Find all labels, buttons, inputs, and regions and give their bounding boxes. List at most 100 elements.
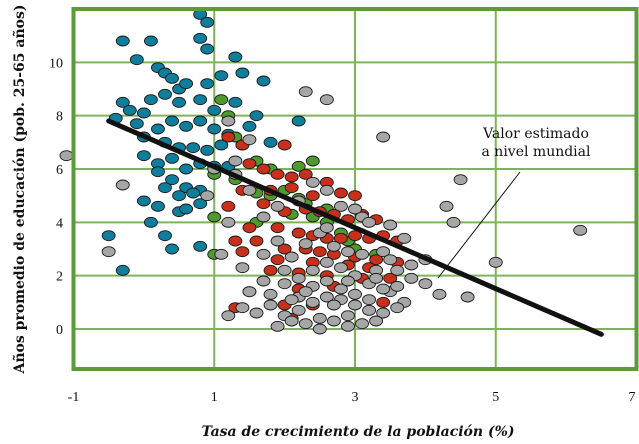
data-point-blue [165, 72, 179, 84]
data-point-gray [256, 248, 271, 260]
data-point-red [284, 171, 299, 183]
data-point-red [221, 200, 236, 212]
data-point-red [263, 264, 278, 276]
data-point-blue [179, 203, 194, 215]
data-point-blue [179, 78, 194, 90]
data-point-gray [256, 275, 271, 287]
data-point-gray [200, 190, 215, 202]
data-point-gray [326, 315, 341, 327]
data-point-red [277, 243, 292, 255]
data-point-gray [355, 248, 369, 260]
data-point-gray [242, 184, 257, 196]
data-point-blue [165, 174, 179, 186]
data-point-blue [200, 78, 215, 90]
x-tick-label: 1 [211, 390, 218, 405]
data-point-red [256, 163, 271, 175]
data-point-gray [319, 94, 334, 106]
data-point-red [305, 190, 320, 202]
data-point-blue [256, 75, 271, 87]
data-point-gray [319, 291, 334, 303]
data-point-blue [228, 51, 243, 63]
regression-line [106, 118, 604, 337]
data-point-blue [186, 187, 201, 199]
data-point-red [333, 232, 348, 244]
data-point-green [214, 94, 229, 106]
data-point-blue [193, 198, 208, 210]
plot-border [71, 7, 639, 371]
y-tick-label: 0 [56, 323, 63, 338]
data-point-gray [221, 310, 236, 322]
data-point-blue [235, 67, 250, 79]
data-point-gray [298, 318, 313, 330]
data-point-blue [200, 43, 215, 55]
data-point-gray [221, 115, 236, 127]
data-point-gray [59, 150, 74, 162]
data-point-gray [376, 307, 391, 319]
data-point-gray [333, 200, 348, 212]
data-point-blue [143, 216, 158, 228]
data-point-red [270, 222, 285, 234]
data-point-gray [390, 302, 405, 314]
data-point-gray [362, 304, 377, 316]
data-point-gray [383, 254, 398, 266]
data-point-blue [179, 163, 194, 175]
data-point-blue [136, 195, 151, 207]
x-axis-title: Tasa de crecimiento de la población (%) [201, 424, 514, 440]
data-point-blue [150, 200, 165, 212]
data-point-gray [446, 216, 461, 228]
x-tick-label: -1 [68, 390, 80, 405]
x-tick-label: 5 [492, 390, 499, 405]
x-axis-ticks: -1 1 3 5 7 [68, 390, 636, 405]
data-point-blue [186, 142, 201, 154]
data-point-green [207, 211, 222, 223]
data-point-gray [348, 299, 362, 311]
data-point-gray [291, 304, 306, 316]
data-point-gray [333, 262, 348, 274]
data-point-blue [115, 264, 130, 276]
data-point-blue [193, 115, 208, 127]
data-point-red [270, 168, 285, 180]
data-point-blue [214, 139, 229, 151]
data-point-gray [390, 264, 405, 276]
data-point-red [348, 230, 362, 242]
data-point-gray [369, 272, 384, 284]
data-point-blue [207, 123, 222, 135]
y-axis-ticks: 0 2 4 6 8 10 [49, 56, 63, 338]
data-point-blue [150, 166, 165, 178]
data-point-gray [284, 294, 299, 306]
data-point-gray [277, 264, 292, 276]
data-point-gray [453, 174, 468, 186]
data-point-gray [355, 318, 369, 330]
data-point-gray [221, 216, 236, 228]
data-point-gray [263, 299, 278, 311]
data-point-blue [200, 16, 215, 28]
data-point-gray [298, 286, 313, 298]
data-point-blue [207, 104, 222, 116]
data-point-red [333, 187, 348, 199]
data-point-gray [319, 275, 334, 287]
annotation-line-1: Valor estimado [482, 126, 589, 142]
data-point-red [221, 131, 236, 143]
data-point-gray [319, 184, 334, 196]
x-tick-label: 3 [352, 390, 359, 405]
data-point-blue [136, 107, 151, 119]
data-point-gray [270, 320, 285, 332]
data-point-red [312, 246, 327, 258]
data-point-red [298, 168, 313, 180]
data-point-gray [305, 296, 320, 308]
data-point-gray [235, 302, 250, 314]
data-point-blue [115, 35, 130, 47]
data-point-gray [235, 262, 250, 274]
data-point-gray [390, 280, 405, 292]
data-point-blue [150, 123, 165, 135]
data-point-gray [341, 246, 355, 258]
data-point-blue [158, 88, 172, 100]
data-point-blue [249, 110, 264, 122]
data-point-blue [158, 182, 172, 194]
data-point-gray [270, 200, 285, 212]
data-point-gray [256, 211, 271, 223]
data-point-gray [284, 315, 299, 327]
data-point-blue [129, 118, 144, 130]
data-point-blue [242, 120, 257, 132]
